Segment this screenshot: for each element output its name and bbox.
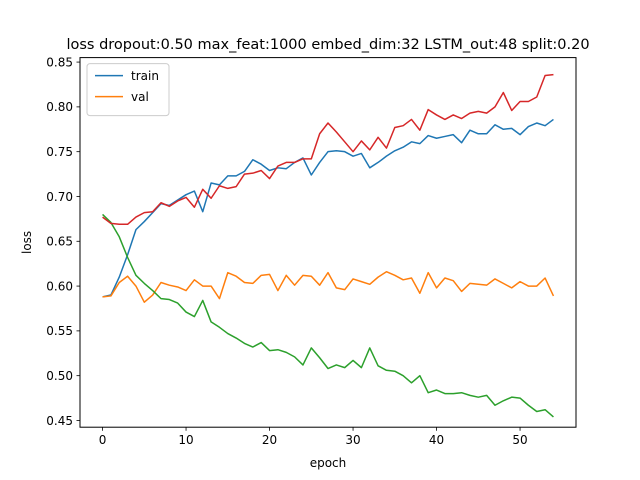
y-axis-label: loss — [20, 231, 34, 254]
x-axis-label: epoch — [310, 456, 347, 470]
x-tick-label: 30 — [345, 433, 360, 447]
plot-area — [102, 73, 555, 418]
y-axis-ticks: 0.45 0.50 0.55 0.60 0.65 0.70 0.75 0.80 0.85 — [46, 55, 80, 428]
x-axis-ticks: 0 10 20 30 40 50 — [99, 427, 528, 447]
series-line-3 — [102, 213, 554, 418]
y-tick-label: 0.45 — [46, 414, 73, 428]
legend-label-train: train — [131, 69, 159, 83]
x-tick-label: 50 — [512, 433, 527, 447]
x-tick-label: 20 — [262, 433, 277, 447]
y-tick-label: 0.75 — [46, 145, 73, 159]
x-tick-label: 40 — [429, 433, 444, 447]
y-tick-label: 0.55 — [46, 324, 73, 338]
y-tick-label: 0.65 — [46, 235, 73, 249]
y-tick-label: 0.70 — [46, 190, 73, 204]
series-line-train — [102, 118, 554, 298]
x-tick-label: 0 — [99, 433, 107, 447]
axes-frame — [79, 57, 577, 428]
y-tick-label: 0.85 — [46, 55, 73, 69]
y-tick-label: 0.80 — [46, 100, 73, 114]
legend-label-val: val — [131, 90, 149, 104]
legend-box — [86, 63, 170, 117]
series-line-4 — [102, 73, 554, 226]
legend: train val — [86, 63, 170, 117]
x-tick-label: 10 — [178, 433, 193, 447]
series-line-val — [102, 270, 555, 303]
y-tick-label: 0.60 — [46, 279, 73, 293]
y-tick-label: 0.50 — [46, 369, 73, 383]
chart-title: loss dropout:0.50 max_feat:1000 embed_di… — [66, 37, 589, 53]
